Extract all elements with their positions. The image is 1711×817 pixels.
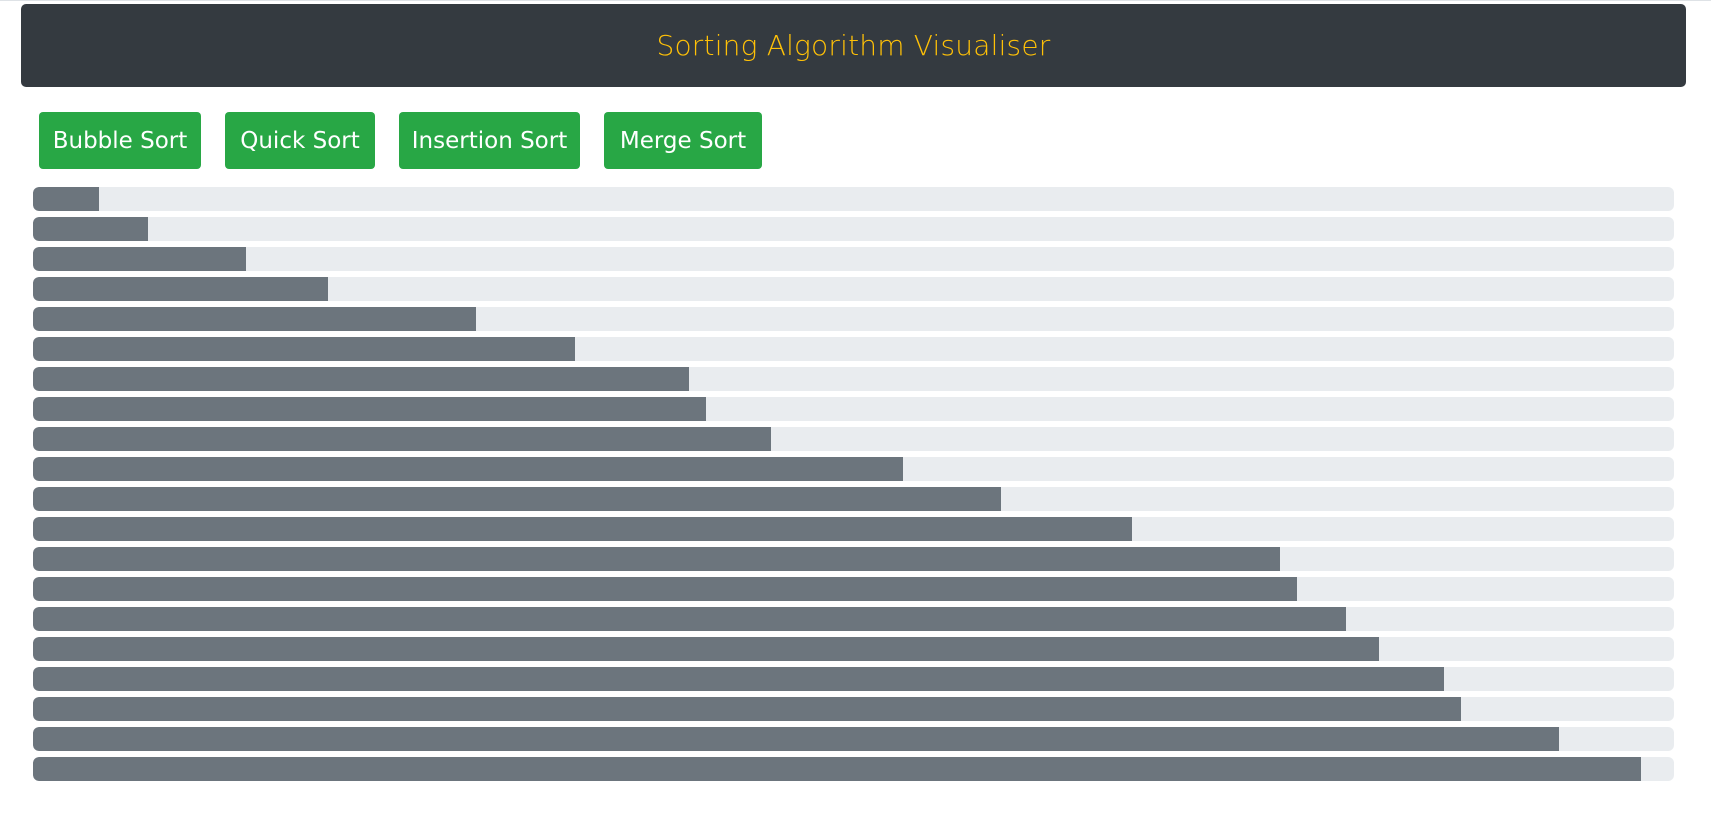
array-bar (33, 397, 1674, 421)
array-bar-fill (33, 547, 1281, 571)
array-bar-fill (33, 637, 1379, 661)
array-bar (33, 277, 1674, 301)
array-bar (33, 637, 1674, 661)
array-bar-fill (33, 757, 1642, 781)
array-bar (33, 697, 1674, 721)
array-bar (33, 307, 1674, 331)
array-bar (33, 457, 1674, 481)
array-bar (33, 427, 1674, 451)
array-bar-fill (33, 427, 772, 451)
array-bar (33, 337, 1674, 361)
array-bar-fill (33, 517, 1133, 541)
array-bar-fill (33, 697, 1461, 721)
array-bar-fill (33, 577, 1297, 601)
array-bar-fill (33, 667, 1445, 691)
array-bar-fill (33, 607, 1346, 631)
array-bar (33, 217, 1674, 241)
app-header: Sorting Algorithm Visualiser (21, 4, 1686, 87)
array-bar-fill (33, 457, 903, 481)
array-bar (33, 727, 1674, 751)
array-bar-fill (33, 727, 1560, 751)
array-bar (33, 187, 1674, 211)
merge-sort-button[interactable]: Merge Sort (604, 112, 762, 169)
array-bar (33, 607, 1674, 631)
array-bar (33, 247, 1674, 271)
array-bars (33, 187, 1674, 787)
array-bar (33, 517, 1674, 541)
array-bar (33, 577, 1674, 601)
insertion-sort-button[interactable]: Insertion Sort (399, 112, 580, 169)
bubble-sort-button[interactable]: Bubble Sort (39, 112, 201, 169)
array-bar (33, 367, 1674, 391)
array-bar-fill (33, 397, 706, 421)
array-bar-fill (33, 487, 1002, 511)
array-bar (33, 547, 1674, 571)
array-bar (33, 487, 1674, 511)
array-bar-fill (33, 217, 148, 241)
array-bar (33, 757, 1674, 781)
array-bar-fill (33, 307, 477, 331)
page-title: Sorting Algorithm Visualiser (656, 29, 1051, 62)
top-divider (0, 0, 1711, 1)
array-bar-fill (33, 187, 99, 211)
array-bar-fill (33, 277, 329, 301)
quick-sort-button[interactable]: Quick Sort (225, 112, 375, 169)
array-bar-fill (33, 337, 575, 361)
array-bar-fill (33, 367, 690, 391)
array-bar-fill (33, 247, 247, 271)
array-bar (33, 667, 1674, 691)
